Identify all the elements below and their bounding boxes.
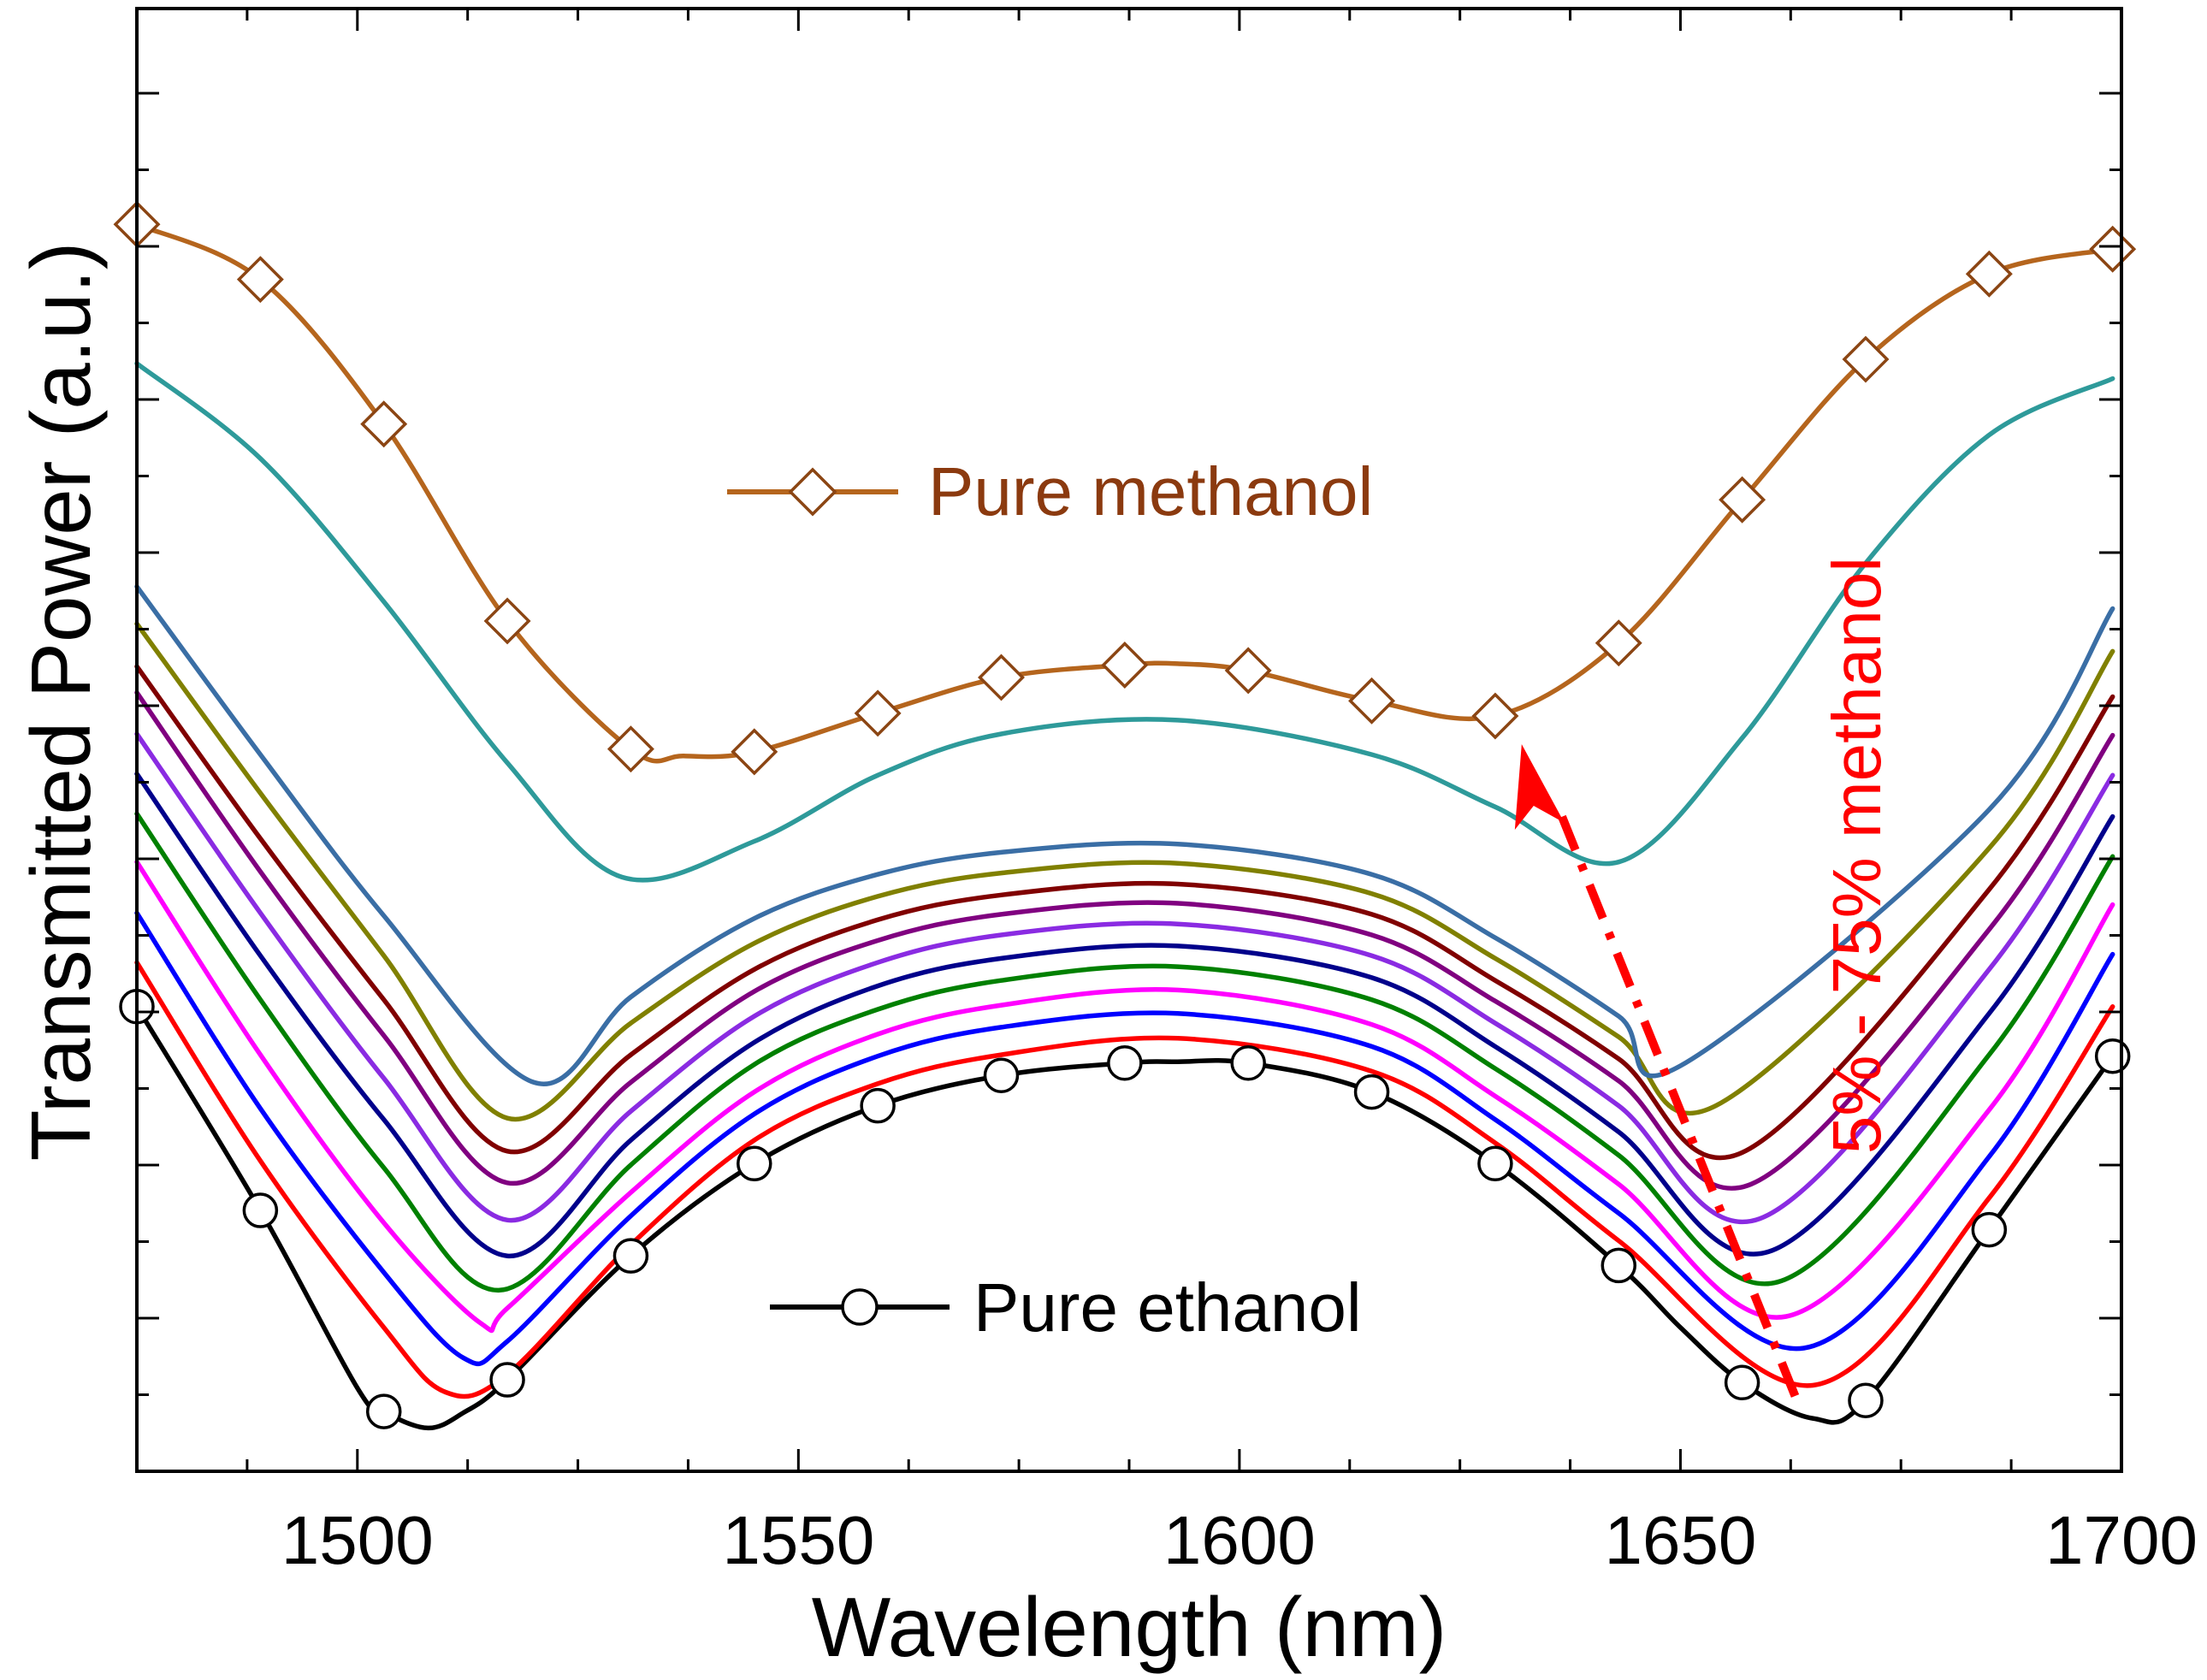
series-line-40pct: [134, 664, 2115, 1161]
marker-pure-methanol-1: [236, 256, 284, 304]
series-line-30pct: [134, 731, 2115, 1225]
annotation-text: 5% - 75% methanol: [1819, 557, 1895, 1154]
series-line-10pct: [134, 910, 2115, 1367]
legend-marker-ethanol: [841, 1288, 879, 1326]
marker-pure-methanol-2: [360, 400, 408, 448]
annotation-layer: [1514, 744, 1800, 1398]
tick-layer: 1500 1550 1600 1650 1700: [135, 9, 2198, 1578]
marker-pure-methanol-9: [1224, 647, 1272, 695]
marker-pure-methanol-3: [483, 597, 531, 645]
series-layer: [134, 222, 2115, 1431]
marker-pure-ethanol-8: [1107, 1045, 1143, 1081]
marker-pure-ethanol-2: [365, 1393, 402, 1429]
marker-pure-methanol-12: [1595, 619, 1642, 667]
series-line-45pct: [134, 621, 2115, 1122]
x-tick-label-1500: 1500: [281, 1502, 434, 1578]
marker-pure-ethanol-11: [1477, 1145, 1513, 1182]
marker-pure-methanol-5: [731, 728, 778, 776]
legend-label-methanol: Pure methanol: [928, 453, 1373, 529]
marker-pure-methanol-15: [1965, 250, 2013, 298]
marker-pure-ethanol-14: [1848, 1382, 1884, 1418]
marker-pure-methanol-4: [606, 725, 654, 773]
marker-pure-ethanol-13: [1724, 1364, 1760, 1401]
x-tick-label-1700: 1700: [2045, 1502, 2198, 1578]
marker-pure-ethanol-16: [2094, 1038, 2131, 1074]
marker-pure-ethanol-4: [612, 1238, 649, 1274]
marker-pure-ethanol-1: [242, 1192, 279, 1228]
legend-label-ethanol: Pure ethanol: [973, 1269, 1362, 1346]
annotation-arrow-shaft: [1553, 802, 1800, 1398]
marker-pure-ethanol-6: [860, 1087, 896, 1124]
x-tick-label-1600: 1600: [1163, 1502, 1316, 1578]
annotation-arrow-head: [1514, 744, 1565, 830]
marker-pure-ethanol-5: [737, 1145, 772, 1182]
marker-pure-ethanol-10: [1353, 1074, 1390, 1110]
y-axis-title: Transmitted Power (a.u.): [14, 242, 108, 1162]
marker-pure-ethanol-12: [1601, 1247, 1637, 1284]
marker-pure-methanol-6: [854, 689, 902, 737]
marker-layer: [113, 200, 2137, 1429]
x-tick-label-1650: 1650: [1604, 1502, 1756, 1578]
x-axis-title: Wavelength (nm): [812, 1580, 1447, 1674]
marker-pure-methanol-14: [1842, 335, 1890, 383]
marker-pure-ethanol-15: [1971, 1211, 2008, 1248]
marker-pure-ethanol-9: [1230, 1045, 1266, 1081]
series-line-35pct: [134, 689, 2115, 1191]
legend: Pure methanol Pure ethanol: [727, 453, 1373, 1346]
marker-pure-ethanol-7: [983, 1057, 1020, 1093]
marker-pure-ethanol-3: [489, 1362, 525, 1398]
series-line-15pct: [134, 859, 2115, 1334]
marker-pure-methanol-16: [2089, 225, 2137, 273]
marker-pure-methanol-10: [1348, 677, 1396, 725]
legend-marker-methanol: [788, 467, 837, 517]
marker-pure-methanol-8: [1101, 641, 1149, 689]
x-tick-label-1550: 1550: [722, 1502, 874, 1578]
marker-pure-methanol-13: [1719, 476, 1766, 524]
series-line-50pct: [134, 583, 2115, 1086]
marker-pure-methanol-11: [1471, 692, 1519, 740]
series-line-20pct: [134, 811, 2115, 1293]
marker-pure-methanol-7: [978, 654, 1025, 701]
series-line-75pct: [134, 361, 2115, 883]
series-line-25pct: [134, 771, 2115, 1258]
